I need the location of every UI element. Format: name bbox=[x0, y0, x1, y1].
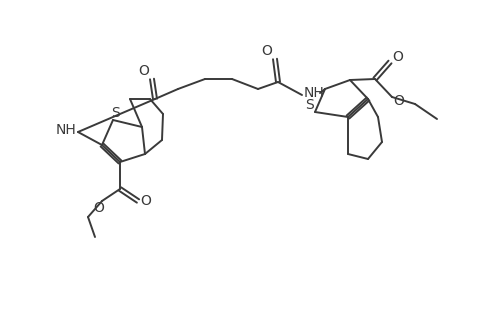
Text: O: O bbox=[261, 44, 272, 58]
Text: S: S bbox=[111, 106, 120, 120]
Text: S: S bbox=[305, 98, 314, 112]
Text: O: O bbox=[393, 94, 404, 108]
Text: O: O bbox=[93, 201, 104, 215]
Text: NH: NH bbox=[303, 86, 324, 100]
Text: O: O bbox=[392, 50, 403, 64]
Text: O: O bbox=[138, 64, 149, 78]
Text: NH: NH bbox=[56, 123, 76, 137]
Text: O: O bbox=[140, 194, 151, 208]
